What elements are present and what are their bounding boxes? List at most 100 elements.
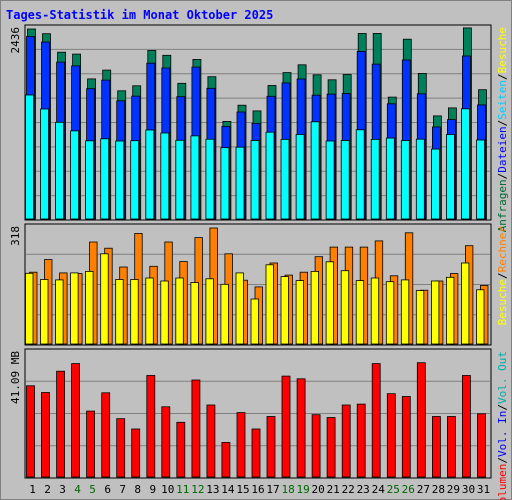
bar-volumen [251,428,261,478]
bar-seiten [145,129,155,220]
bar-seiten [355,129,365,220]
panel-border [24,24,492,221]
legend-labels: Anfragen/Dateien/Seiten/Besuche [496,27,509,232]
bar-besuche [385,281,395,345]
bar-volumen [161,406,171,478]
legend-label: Seiten [496,80,509,120]
bar-volumen [401,396,411,478]
bar-besuche [340,270,350,345]
bar-seiten [460,108,470,220]
legend-label: / [496,120,509,127]
x-tick-label: 11 [176,483,189,496]
bar-volumen [281,375,291,478]
bar-volumen [477,413,486,478]
bar-besuche [85,270,94,345]
x-tick-label: 12 [191,483,204,496]
x-tick-label: 30 [462,483,475,496]
bar-volumen [356,403,366,478]
bar-besuche [295,280,305,345]
bar-besuche [250,298,259,345]
x-tick-label: 17 [266,483,279,496]
bar-seiten [476,139,485,220]
bar-volumen [296,378,306,478]
legend-label: Besuche [496,27,509,73]
bar-volumen [341,404,351,478]
bar-volumen [311,414,321,478]
legend-label: Dateien [496,126,509,172]
bar-seiten [130,140,140,220]
bar-volumen [236,412,246,478]
legend-label: Volumen [496,464,509,500]
bar-besuche [445,276,455,345]
bar-besuche [280,276,289,345]
bar-besuche [370,277,380,345]
bar-besuche [190,282,199,345]
x-tick-label: 6 [104,483,111,496]
x-tick-label: 27 [417,483,430,496]
bar-besuche [130,279,139,345]
x-tick-label: 18 [281,483,294,496]
bar-volumen [131,428,141,478]
bar-seiten [85,140,94,220]
bar-volumen [101,392,111,478]
x-tick-label: 28 [432,483,445,496]
bar-volumen [176,421,186,478]
bar-seiten [340,140,350,220]
bar-volumen [146,375,156,478]
x-tick-label: 10 [161,483,174,496]
x-tick-label: 24 [372,483,386,496]
bars-volume [26,362,486,478]
bar-besuche [55,279,64,345]
y-max-label: 41.09 MB [9,351,22,404]
bars-requests [25,27,487,220]
bar-seiten [25,94,34,220]
bar-volumen [416,362,426,478]
x-tick-label: 25 [387,483,400,496]
bar-seiten [385,137,395,220]
legend-label: Vol. In [496,411,509,457]
bar-besuche [160,280,169,345]
bar-volumen [26,385,35,478]
bar-volumen [461,375,471,478]
bar-seiten [205,138,215,220]
bar-besuche [310,270,320,345]
legend-label: / [496,173,509,180]
bar-volumen [86,410,95,478]
chart-title: Tages-Statistik im Monat Oktober 2025 [6,8,273,22]
x-tick-label: 22 [342,483,355,496]
bar-besuche [235,272,244,345]
bar-volumen [41,392,50,478]
bar-seiten [430,148,440,220]
legend-label: Besuche [496,279,509,325]
x-tick-label: 9 [149,483,156,496]
bar-besuche [355,280,365,345]
bar-seiten [295,134,305,220]
bar-volumen [446,416,456,478]
legend-label: Vol. Out [496,351,509,404]
bar-besuche [40,279,49,345]
bar-seiten [115,140,125,220]
chart-panels: 2436Anfragen/Dateien/Seiten/Besuche318Be… [9,24,509,500]
bar-besuche [220,283,229,345]
bar-seiten [370,138,380,220]
bar-besuche [145,277,154,345]
bar-volumen [266,416,276,478]
legend-labels: Volumen/Vol. In/Vol. Out [496,351,509,500]
x-tick-label: 14 [221,483,235,496]
bar-seiten [235,146,245,220]
bar-seiten [40,108,49,220]
legend-label: / [496,457,509,464]
bar-volumen [206,404,216,478]
panel-border [24,223,492,346]
bars-visits [25,227,489,345]
bar-volumen [71,363,80,478]
panel-border [24,348,492,479]
x-tick-label: 29 [447,483,460,496]
bar-besuche [115,279,124,345]
y-max-label: 318 [9,226,22,246]
bar-besuche [476,289,485,345]
bar-seiten [220,147,230,220]
bar-seiten [415,138,425,220]
